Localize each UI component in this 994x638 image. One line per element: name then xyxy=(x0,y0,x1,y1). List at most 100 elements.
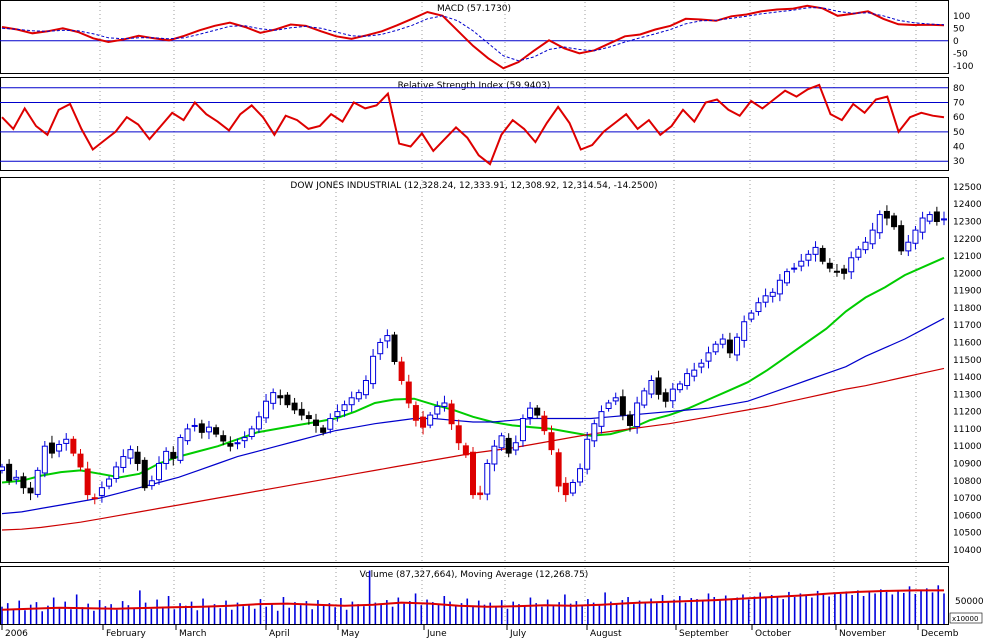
rsi-title: Relative Strength Index (59.9403) xyxy=(398,81,551,91)
month-label: September xyxy=(679,629,729,638)
price-candle xyxy=(113,461,120,483)
price-candle xyxy=(234,438,241,450)
price-candle xyxy=(191,418,198,432)
month-label: July xyxy=(509,629,527,638)
price-candle xyxy=(412,401,419,427)
rsi-y-tick: 40 xyxy=(953,143,965,153)
price-candle xyxy=(227,436,234,452)
price-candle xyxy=(405,374,412,409)
price-candle xyxy=(327,413,334,434)
price-candle xyxy=(833,264,840,277)
price-candle xyxy=(248,425,255,440)
price-candle xyxy=(398,356,405,385)
price-candle xyxy=(91,493,98,505)
price-candle xyxy=(648,375,655,399)
price-y-tick: 11500 xyxy=(953,356,982,366)
price-y-tick: 10400 xyxy=(953,546,982,556)
price-candle xyxy=(370,349,377,389)
price-candle xyxy=(484,459,491,501)
price-candle xyxy=(548,425,555,455)
price-candle xyxy=(77,448,84,472)
price-candle xyxy=(655,370,662,400)
price-y-tick: 11100 xyxy=(953,425,982,435)
price-candle xyxy=(698,359,705,374)
price-candle xyxy=(427,411,434,429)
price-candle xyxy=(769,288,776,303)
month-label: June xyxy=(426,629,447,638)
volume-scale-label: x10000 xyxy=(952,615,978,623)
volume-title: Volume (87,327,664), Moving Average (12,… xyxy=(360,570,589,580)
price-candle xyxy=(776,274,783,302)
price-candle xyxy=(919,211,926,240)
price-candle xyxy=(705,346,712,369)
price-candle xyxy=(320,424,327,436)
rsi-panel-border xyxy=(0,77,949,171)
price-candle xyxy=(20,472,27,494)
month-label: August xyxy=(590,629,622,638)
price-candle xyxy=(56,440,63,458)
price-candle xyxy=(241,431,248,448)
price-candle xyxy=(13,470,20,485)
price-candle xyxy=(926,211,933,225)
price-candle xyxy=(748,309,755,323)
price-y-tick: 11800 xyxy=(953,304,982,314)
macd-line xyxy=(1,4,945,70)
price-candle xyxy=(341,400,348,417)
price-candle xyxy=(34,467,41,498)
price-y-tick: 12500 xyxy=(953,183,982,193)
price-y-tick: 11400 xyxy=(953,373,982,383)
price-candle xyxy=(634,396,641,434)
price-candle xyxy=(441,395,448,412)
price-candle xyxy=(291,397,298,415)
price-candle xyxy=(669,382,676,408)
macd-y-tick: -50 xyxy=(953,49,968,59)
price-candle xyxy=(305,411,312,425)
price-candle xyxy=(420,410,427,435)
price-candle xyxy=(106,475,113,490)
price-candle xyxy=(263,393,270,424)
price-candle xyxy=(569,479,576,497)
price-candle xyxy=(462,442,469,458)
rsi-y-tick: 30 xyxy=(953,157,965,167)
price-candle xyxy=(555,448,562,493)
macd-title: MACD (57.1730) xyxy=(437,4,511,14)
price-candle xyxy=(127,445,134,465)
price-candle xyxy=(605,399,612,412)
price-candle xyxy=(313,413,319,433)
price-candle xyxy=(712,341,719,355)
volume-panel-border xyxy=(0,566,949,625)
price-candle xyxy=(391,331,398,365)
price-candle xyxy=(270,388,277,410)
rsi-line xyxy=(1,83,945,166)
price-candle xyxy=(170,446,177,466)
price-candle xyxy=(684,368,691,390)
month-label: May xyxy=(341,629,360,638)
price-y-tick: 12400 xyxy=(953,200,982,210)
price-panel-border xyxy=(0,177,949,563)
price-candle xyxy=(912,225,919,250)
price-candle xyxy=(534,405,541,419)
price-candle xyxy=(120,449,127,473)
price-candle xyxy=(905,234,912,257)
price-candle xyxy=(377,338,384,360)
price-candle xyxy=(798,253,805,272)
price-candle xyxy=(334,404,341,422)
price-y-tick: 10900 xyxy=(953,459,982,469)
price-candle xyxy=(505,433,512,458)
price-y-tick: 11300 xyxy=(953,390,982,400)
month-label: March xyxy=(179,629,206,638)
price-candle xyxy=(784,268,790,286)
price-candle xyxy=(70,436,77,457)
price-candle xyxy=(527,401,534,425)
price-candle xyxy=(941,211,947,226)
month-label: April xyxy=(269,629,290,638)
price-candle xyxy=(455,419,462,450)
price-candle xyxy=(384,329,391,349)
price-candle xyxy=(277,389,284,406)
macd-y-tick: 0 xyxy=(953,37,959,47)
rsi-panel: Relative Strength Index (59.9403) 80 70 60… xyxy=(0,77,965,171)
price-y-tick: 11200 xyxy=(953,408,982,418)
price-candle xyxy=(6,459,13,485)
price-y-tick: 11000 xyxy=(953,442,982,452)
price-candle xyxy=(477,485,484,500)
